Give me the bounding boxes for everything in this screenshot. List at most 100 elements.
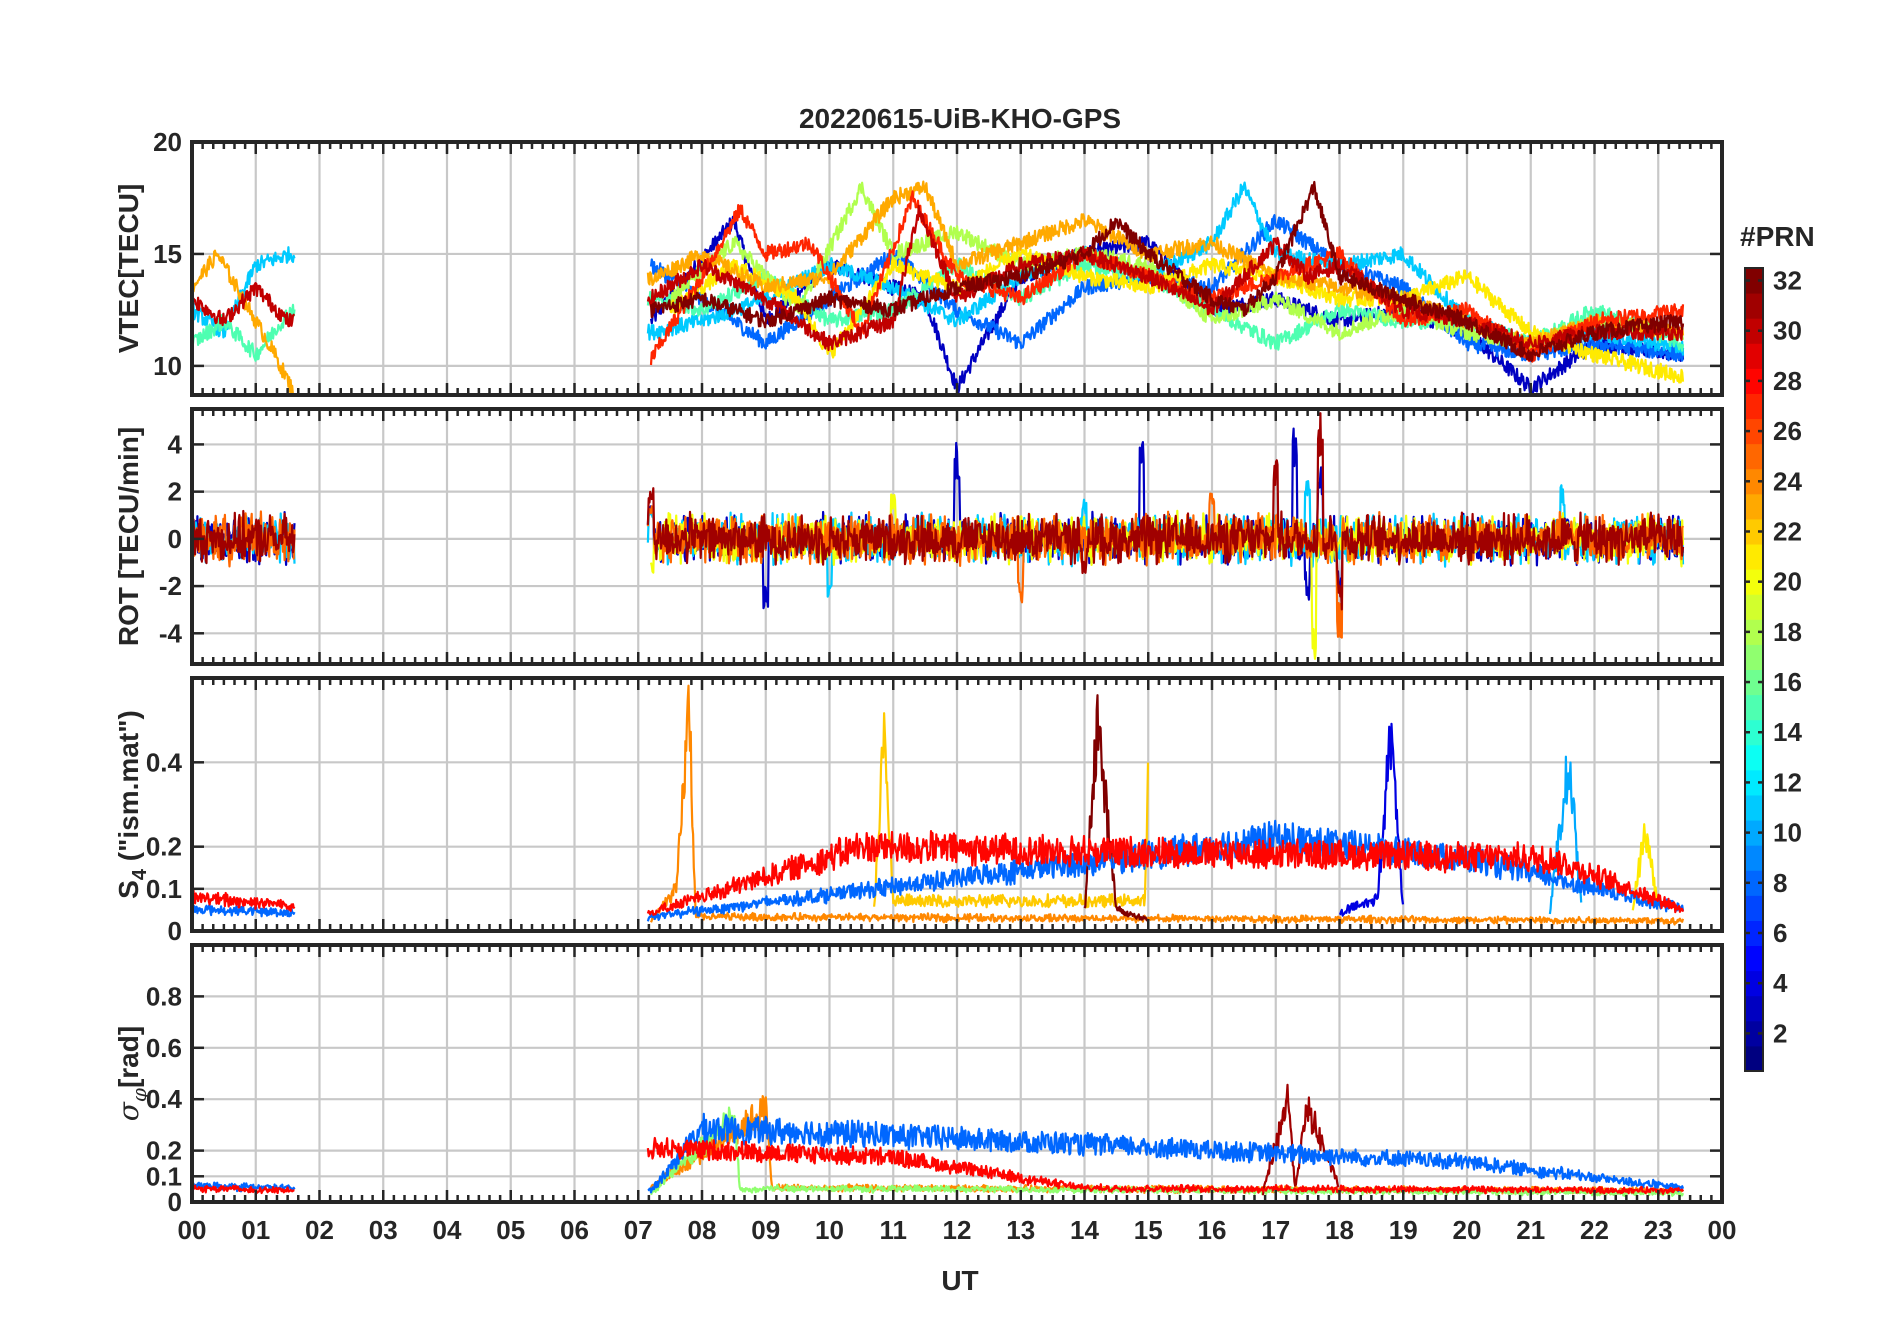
series-prn-31-line	[1261, 1083, 1340, 1196]
colorbar-segment	[1745, 719, 1763, 746]
colorbar-segment	[1745, 544, 1763, 570]
x-tick-label: 11	[880, 1215, 908, 1245]
series-prn-32-line	[1083, 694, 1150, 923]
x-tick-label: 22	[1580, 1215, 1609, 1245]
y-tick-label: 0	[168, 916, 182, 946]
series-prn-24-line	[649, 684, 1685, 926]
colorbar-segment	[1745, 594, 1763, 620]
colorbar-segment	[1745, 644, 1763, 670]
y-tick-label: 0.1	[146, 1161, 182, 1191]
chart-title: 20220615-UiB-KHO-GPS	[799, 103, 1121, 134]
colorbar-segment	[1745, 845, 1763, 871]
colorbar-segment	[1745, 895, 1763, 921]
panel-vtec: 10 15 20 VTEC[TECU]	[113, 127, 1724, 397]
colorbar-tick-label: 20	[1773, 567, 1802, 597]
colorbar-segment	[1745, 318, 1763, 344]
x-tick-label: 12	[943, 1215, 972, 1245]
colorbar-segment	[1745, 393, 1763, 420]
colorbar-segment	[1745, 468, 1763, 495]
y-tick-label: 4	[168, 429, 183, 459]
x-tick-label: 17	[1261, 1215, 1290, 1245]
y-tick-label: 10	[153, 351, 182, 381]
colorbar-segment	[1745, 368, 1763, 394]
y-tick-label: 15	[153, 239, 182, 269]
colorbar-segment	[1745, 418, 1763, 445]
x-tick-label: 16	[1198, 1215, 1227, 1245]
x-axis-label: UT	[941, 1265, 978, 1296]
x-axis-tick-labels: 00 01 02 03 04 05 06 07 08 09 10 11 12 13 14 15 16 17 18 19…	[178, 1215, 1737, 1245]
x-tick-label: 09	[751, 1215, 780, 1245]
y-tick-label: 0.6	[146, 1033, 182, 1063]
colorbar-segment	[1745, 669, 1763, 696]
x-tick-label: 18	[1325, 1215, 1354, 1245]
x-tick-label: 08	[688, 1215, 717, 1245]
panel-sigma_phi: 00.10.2 0.4 0.6 0.8 σφ[rad]	[112, 943, 1724, 1217]
x-tick-label: 10	[815, 1215, 844, 1245]
series-prn-31-line	[646, 412, 1685, 611]
colorbar-segment	[1745, 343, 1763, 369]
colorbar-tick-label: 14	[1773, 717, 1802, 747]
x-tick-label: 13	[1006, 1215, 1035, 1245]
colorbar-segment	[1745, 970, 1763, 997]
series-group	[192, 1083, 1685, 1197]
series-prn-11-line	[192, 246, 296, 339]
series-prn-28-line	[192, 889, 296, 912]
colorbar-tick-label: 8	[1773, 868, 1787, 898]
panel-rot: -4 -2 0 2 4 ROT [TECU/min]	[113, 407, 1724, 666]
y-axis-label: ROT [TECU/min]	[113, 427, 144, 646]
series-prn-28-line	[646, 829, 1685, 916]
colorbar-tick-label: 28	[1773, 366, 1802, 396]
colorbar-tick-label: 4	[1773, 968, 1788, 998]
y-tick-label: 0.2	[146, 832, 182, 862]
colorbar-title: #PRN	[1740, 221, 1815, 252]
series-group	[192, 684, 1685, 926]
x-tick-label: 04	[433, 1215, 462, 1245]
colorbar-segment	[1745, 293, 1763, 319]
colorbar-frame	[1744, 267, 1764, 1072]
colorbar-segment	[1745, 1045, 1763, 1072]
x-tick-label: 23	[1644, 1215, 1673, 1245]
y-tick-label: 20	[153, 127, 182, 157]
colorbar-segment	[1745, 268, 1763, 294]
colorbar-segment	[1745, 794, 1763, 821]
y-tick-label: 0.1	[146, 874, 182, 904]
colorbar-segment	[1745, 619, 1763, 645]
series-prn-28-line	[646, 1136, 1685, 1195]
x-tick-label: 21	[1516, 1215, 1545, 1245]
colorbar-tick-label: 18	[1773, 617, 1802, 647]
series-prn-15-line	[192, 303, 296, 362]
y-tick-label: 0.4	[146, 1084, 183, 1114]
colorbar-segment	[1745, 443, 1763, 470]
colorbar-segment	[1745, 820, 1763, 846]
colorbar-segment	[1745, 493, 1763, 520]
colorbar-tick-label: 6	[1773, 918, 1787, 948]
x-tick-label: 20	[1453, 1215, 1482, 1245]
x-tick-label: 05	[496, 1215, 525, 1245]
colorbar-segment	[1745, 694, 1763, 721]
x-tick-label: 15	[1134, 1215, 1163, 1245]
series-prn-22-line	[873, 712, 1150, 909]
colorbar-tick-label: 24	[1773, 466, 1802, 496]
colorbar-tick-label: 16	[1773, 667, 1802, 697]
x-tick-label: 00	[178, 1215, 207, 1245]
series-group	[192, 412, 1685, 660]
y-tick-label: 2	[168, 477, 182, 507]
x-tick-label: 06	[560, 1215, 589, 1245]
colorbar-segment	[1745, 1020, 1763, 1047]
colorbar-tick-label: 10	[1773, 818, 1802, 848]
y-axis-label: S4 ("ism.mat")	[113, 710, 151, 899]
y-tick-label: -2	[159, 571, 182, 601]
colorbar-tick-label: 26	[1773, 416, 1802, 446]
colorbar-segment	[1745, 870, 1763, 896]
x-tick-label: 19	[1389, 1215, 1418, 1245]
y-axis-label: VTEC[TECU]	[113, 184, 144, 354]
series-prn-21-line	[1631, 823, 1660, 911]
y-tick-label: 0.8	[146, 981, 182, 1011]
colorbar-tick-label: 22	[1773, 516, 1802, 546]
series-group	[192, 180, 1685, 395]
colorbar-tick-label: 2	[1773, 1018, 1787, 1048]
colorbar-segment	[1745, 920, 1763, 947]
